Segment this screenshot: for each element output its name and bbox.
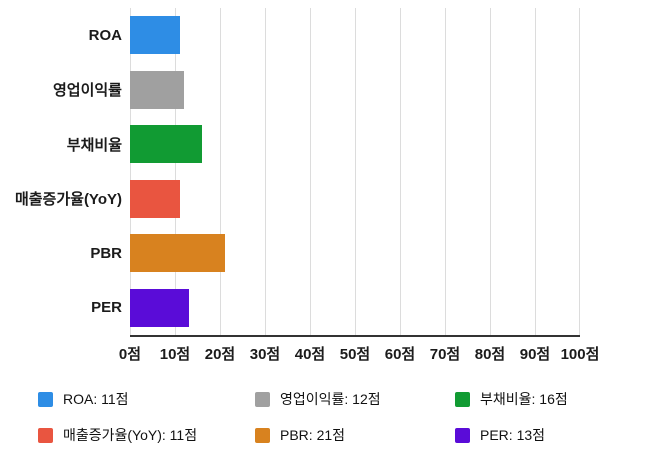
legend-label: PER: 13점: [480, 427, 546, 443]
legend-item-1: 영업이익률: 12점: [255, 389, 455, 409]
gridline-7: [445, 8, 446, 335]
bar-4: [130, 234, 225, 273]
bar-row-4: [130, 226, 580, 281]
plot-area: [130, 8, 580, 337]
gridline-9: [535, 8, 536, 335]
x-tick-label-0: 0점: [118, 346, 142, 363]
bar-row-2: [130, 117, 580, 172]
gridline-3: [265, 8, 266, 335]
gridline-2: [220, 8, 221, 335]
bar-1: [130, 70, 184, 109]
gridline-1: [175, 8, 176, 335]
legend-item-2: 부채비율: 16점: [455, 389, 650, 409]
x-tick-label-8: 80점: [474, 346, 506, 363]
category-label-0: ROA: [88, 26, 122, 44]
x-tick-label-5: 50점: [339, 346, 371, 363]
x-tick-label-1: 10점: [159, 346, 191, 363]
gridline-6: [400, 8, 401, 335]
bar-row-0: [130, 8, 580, 63]
gridline-4: [310, 8, 311, 335]
x-tick-label-3: 30점: [249, 346, 281, 363]
legend-label: PBR: 21점: [280, 427, 346, 443]
category-label-3: 매출증가율(YoY): [14, 191, 122, 209]
bar-2: [130, 125, 202, 164]
x-tick-label-6: 60점: [384, 346, 416, 363]
legend-item-0: ROA: 11점: [38, 389, 255, 409]
legend-swatch-icon: [455, 427, 470, 443]
x-tick-label-7: 70점: [429, 346, 461, 363]
x-axis-tick-labels: 0점 10점 20점 30점 40점 50점 60점 70점 80점 90점 100점: [119, 337, 599, 367]
legend-swatch-icon: [38, 427, 53, 443]
legend-item-3: 매출증가율(YoY): 11점: [38, 425, 255, 445]
gridline-10: [579, 8, 580, 335]
bar-row-1: [130, 63, 580, 118]
bar-5: [130, 288, 189, 327]
x-tick-label-9: 90점: [519, 346, 551, 363]
legend-label: 부채비율: 16점: [480, 391, 568, 407]
legend-label: 영업이익률: 12점: [280, 391, 381, 407]
legend-swatch-icon: [255, 427, 270, 443]
gridlines: [130, 8, 580, 335]
category-label-5: PER: [91, 299, 122, 317]
legend-item-4: PBR: 21점: [255, 425, 455, 445]
bar-row-3: [130, 172, 580, 227]
category-label-1: 영업이익률: [52, 82, 122, 100]
legend-swatch-icon: [38, 391, 53, 407]
gridline-8: [490, 8, 491, 335]
category-label-4: PBR: [90, 244, 122, 262]
x-tick-label-4: 40점: [294, 346, 326, 363]
bar-3: [130, 179, 180, 218]
legend-swatch-icon: [255, 391, 270, 407]
x-tick-label-10: 100점: [560, 346, 600, 363]
legend-swatch-icon: [455, 391, 470, 407]
legend-label: ROA: 11점: [63, 391, 129, 407]
gridline-0: [130, 8, 131, 335]
legend-label: 매출증가율(YoY): 11점: [63, 427, 198, 443]
category-label-2: 부채비율: [66, 136, 122, 154]
bar-0: [130, 16, 180, 55]
x-tick-label-2: 20점: [204, 346, 236, 363]
bar-series: [130, 8, 580, 335]
bar-row-5: [130, 281, 580, 336]
gridline-5: [355, 8, 356, 335]
legend-item-5: PER: 13점: [455, 425, 650, 445]
